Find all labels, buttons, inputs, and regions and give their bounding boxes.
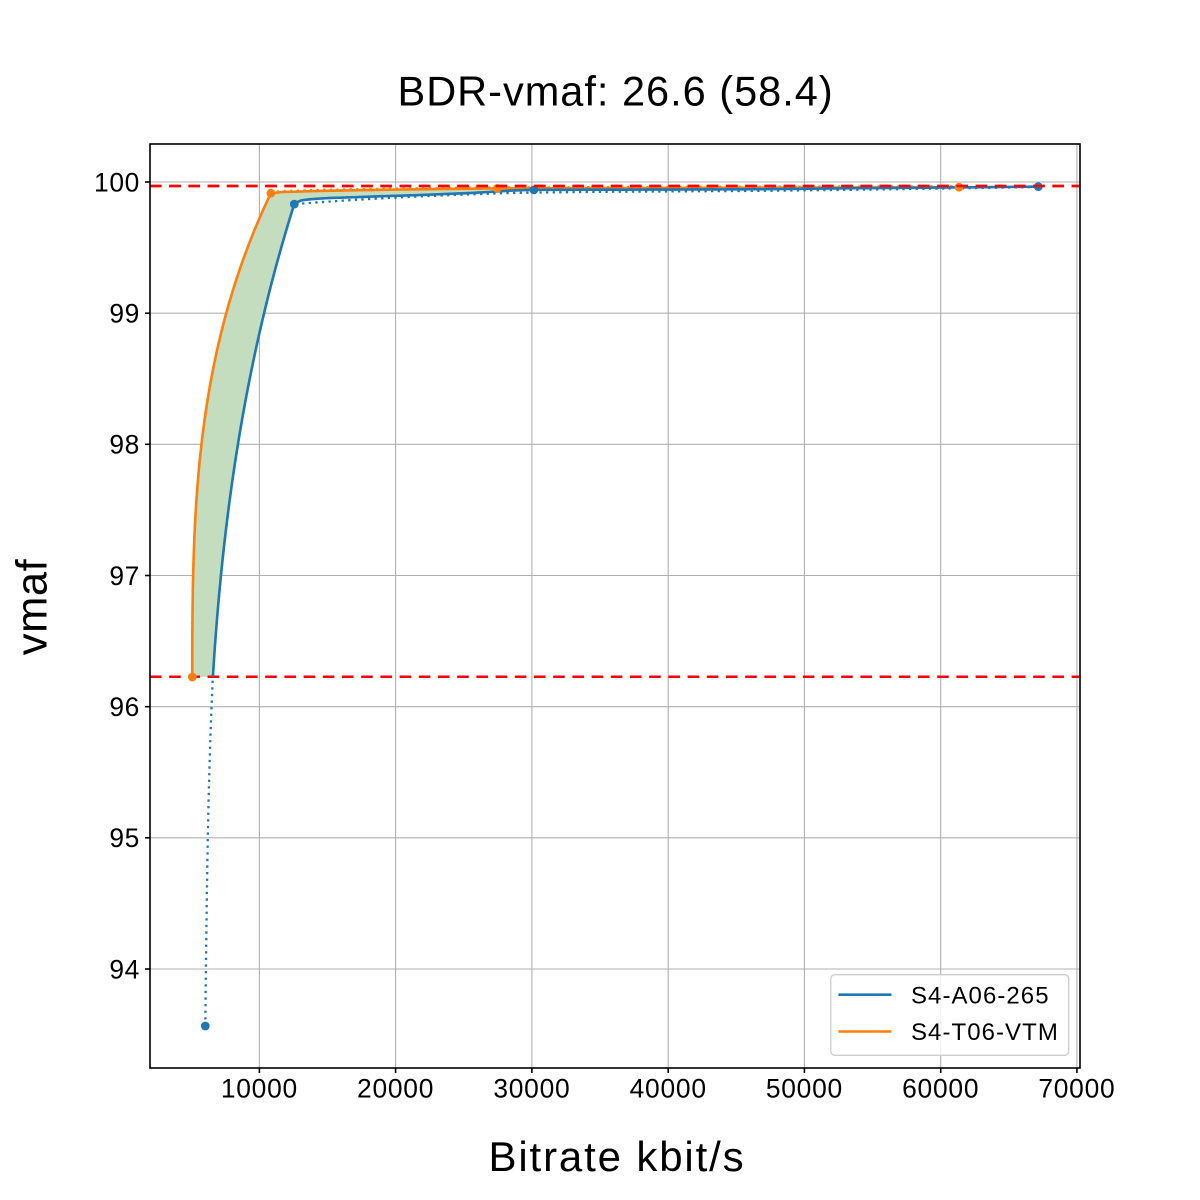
svg-text:70000: 70000 bbox=[1038, 1074, 1115, 1104]
svg-text:100: 100 bbox=[94, 167, 140, 197]
svg-text:95: 95 bbox=[109, 823, 140, 853]
svg-text:30000: 30000 bbox=[493, 1074, 570, 1104]
svg-text:97: 97 bbox=[109, 561, 140, 591]
svg-text:10000: 10000 bbox=[221, 1074, 298, 1104]
svg-text:S4-A06-265: S4-A06-265 bbox=[911, 982, 1050, 1009]
svg-text:BDR-vmaf: 26.6 (58.4): BDR-vmaf: 26.6 (58.4) bbox=[398, 68, 834, 115]
svg-text:60000: 60000 bbox=[902, 1074, 979, 1104]
svg-text:99: 99 bbox=[109, 299, 140, 329]
svg-text:50000: 50000 bbox=[766, 1074, 843, 1104]
svg-text:40000: 40000 bbox=[630, 1074, 707, 1104]
svg-text:96: 96 bbox=[109, 692, 140, 722]
svg-text:Bitrate kbit/s: Bitrate kbit/s bbox=[489, 1133, 746, 1180]
svg-text:S4-T06-VTM: S4-T06-VTM bbox=[911, 1019, 1059, 1046]
svg-text:vmaf: vmaf bbox=[9, 558, 57, 655]
svg-text:98: 98 bbox=[109, 430, 140, 460]
svg-text:20000: 20000 bbox=[357, 1074, 434, 1104]
svg-text:94: 94 bbox=[109, 954, 140, 984]
